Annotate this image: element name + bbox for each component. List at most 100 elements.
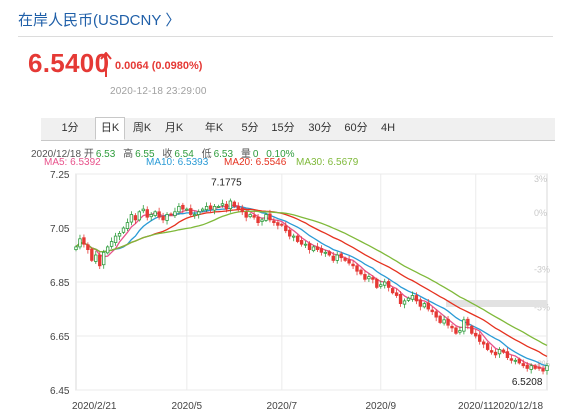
- candle-body: [481, 341, 486, 345]
- candle-body: [363, 274, 367, 280]
- candle-body: [102, 251, 106, 266]
- candle-body: [513, 359, 518, 362]
- candle-body: [454, 327, 458, 334]
- tab-7[interactable]: 15分: [271, 122, 295, 134]
- close-label: 收: [162, 149, 173, 160]
- candle-body: [339, 253, 343, 259]
- candle-body: [442, 319, 446, 324]
- tab-4[interactable]: 月K: [164, 122, 184, 134]
- ma-line-ma30: [75, 210, 548, 346]
- tab-6[interactable]: 5分: [241, 122, 259, 134]
- candle-body: [359, 269, 363, 275]
- volume-value: 0: [252, 149, 259, 160]
- header-divider: [18, 36, 553, 37]
- candle-body: [299, 240, 304, 245]
- candle-body: [90, 248, 94, 261]
- open-value: 6.53: [95, 149, 116, 160]
- candle-body: [406, 297, 411, 301]
- candle-body: [276, 222, 280, 226]
- last-price: 6.5400: [28, 48, 110, 78]
- candle-body: [109, 241, 114, 247]
- candle-body: [94, 254, 98, 262]
- candle-body: [418, 299, 423, 307]
- candle-body: [137, 211, 142, 221]
- candle-body: [212, 205, 217, 211]
- candle-body: [434, 311, 438, 318]
- candle-body: [501, 349, 506, 353]
- ma5-legend: MA5: 6.5392: [44, 157, 101, 168]
- candle-body: [177, 205, 181, 213]
- candle-body: [462, 319, 466, 332]
- candle-body: [129, 214, 134, 223]
- pct-change-value: 0.10%: [266, 149, 295, 160]
- volume-label: 量: [240, 149, 251, 160]
- candle-body: [438, 315, 442, 323]
- candle-body: [197, 211, 201, 215]
- candle-body: [474, 332, 478, 337]
- x-tick-label: 2020/11: [458, 401, 494, 412]
- candle-body: [86, 244, 90, 251]
- candle-body: [497, 349, 502, 355]
- high-label: 高: [123, 149, 134, 160]
- candle-body: [371, 277, 375, 280]
- candle-body: [485, 343, 490, 350]
- title-symbol: (USDCNY: [93, 12, 162, 29]
- candle-body: [537, 366, 541, 369]
- candle-body: [351, 263, 355, 267]
- chevron-right-icon: 〉: [165, 12, 181, 29]
- candle-body: [232, 201, 237, 207]
- candle-body: [394, 292, 399, 296]
- candle-body: [398, 294, 403, 305]
- candle-body: [323, 251, 328, 254]
- candle-body: [224, 203, 229, 210]
- candle-body: [319, 248, 324, 253]
- candle-body: [149, 214, 153, 218]
- y-tick-label: 6.85: [50, 278, 70, 289]
- quote-timestamp: 2020-12-18 23:29:00: [110, 86, 207, 97]
- candle-body: [327, 251, 331, 256]
- candle-body: [181, 204, 185, 210]
- ma30-legend: MA30: 6.5679: [296, 157, 359, 168]
- candle-body: [402, 300, 407, 305]
- candle-body: [422, 303, 426, 308]
- candle-body: [268, 213, 272, 221]
- x-tick-label: 2020/7: [267, 401, 298, 412]
- candle-body: [458, 330, 462, 333]
- candle-body: [426, 302, 430, 310]
- y-tick-label: 6.45: [50, 386, 70, 397]
- tab-3[interactable]: 周K: [132, 122, 152, 134]
- candle-body: [228, 200, 233, 209]
- candle-body: [173, 211, 177, 216]
- candle-body: [533, 365, 537, 369]
- candle-body: [315, 246, 320, 250]
- page-title[interactable]: 在岸人民币(USDCNY 〉: [18, 9, 180, 30]
- candle-body: [375, 278, 379, 288]
- tab-1[interactable]: 1分: [61, 122, 79, 134]
- tab-2[interactable]: 日K: [95, 117, 125, 140]
- tab-5[interactable]: 年K: [204, 122, 224, 134]
- candle-body: [264, 214, 268, 221]
- tab-8[interactable]: 30分: [308, 122, 332, 134]
- level-band: [446, 300, 547, 307]
- y-tick-label: 7.25: [50, 170, 70, 181]
- x-tick-label: 2020/2/21: [72, 401, 117, 412]
- candle-body: [331, 255, 335, 261]
- candle-body: [161, 215, 165, 221]
- candle-body: [450, 325, 454, 329]
- candle-body: [505, 351, 510, 359]
- candle-body: [141, 208, 145, 212]
- tab-10[interactable]: 4H: [380, 122, 396, 134]
- candle-body: [240, 207, 244, 213]
- candle-body: [307, 243, 312, 251]
- candle-body: [446, 318, 450, 326]
- candle-body: [252, 215, 256, 218]
- candle-body: [367, 276, 371, 280]
- tab-9[interactable]: 60分: [344, 122, 368, 134]
- candle-body: [165, 214, 169, 221]
- candle-body: [295, 235, 300, 242]
- candle-body: [379, 284, 383, 287]
- pct-tick-label: -5%: [534, 302, 550, 312]
- candle-body: [260, 219, 264, 222]
- candle-body: [343, 257, 347, 261]
